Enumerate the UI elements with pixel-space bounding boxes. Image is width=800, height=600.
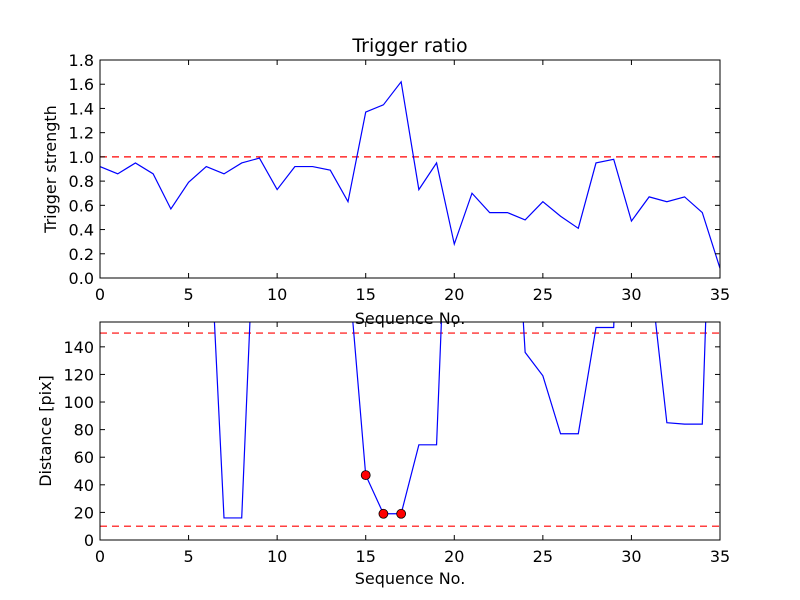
chart-title: Trigger ratio: [351, 35, 467, 57]
y-tick-label: 40: [74, 476, 94, 495]
series-line: [655, 322, 707, 425]
y-tick-label: 0.0: [69, 269, 94, 288]
y-tick-label: 1.8: [69, 51, 94, 70]
x-tick-label: 0: [95, 285, 105, 304]
x-tick-label: 35: [710, 547, 730, 566]
x-tick-label: 30: [621, 547, 641, 566]
y-axis-label: Distance [pix]: [36, 375, 55, 487]
series-line: [213, 322, 251, 519]
x-tick-label: 5: [183, 285, 193, 304]
axes-frame: [99, 321, 721, 541]
y-tick-label: 0.8: [69, 172, 94, 191]
series-line: [522, 322, 615, 435]
y-axis-label: Trigger strength: [41, 105, 60, 234]
y-tick-label: 140: [63, 338, 94, 357]
axis-ticks: 0 5 10 15 20 25 30 35 0 20 40 60 80 100 120 140: [63, 322, 730, 566]
x-axis-label: Sequence No.: [355, 569, 466, 588]
y-tick-label: 80: [74, 421, 94, 440]
y-tick-label: 120: [63, 365, 94, 384]
x-tick-label: 20: [444, 547, 464, 566]
y-tick-label: 1.4: [69, 99, 94, 118]
x-tick-label: 10: [267, 285, 287, 304]
y-tick-label: 1.2: [69, 124, 94, 143]
y-tick-label: 60: [74, 448, 94, 467]
axis-ticks: 0 5 10 15 20 25 30 35 0.0 0.2 0.4 0.6 0.8 1.0 1.2 1.4 1.…: [69, 51, 731, 304]
data-point-marker: [396, 508, 407, 519]
x-tick-label: 35: [710, 285, 730, 304]
y-tick-label: 0.4: [69, 221, 94, 240]
plot-area: [100, 322, 720, 527]
x-tick-label: 30: [621, 285, 641, 304]
x-tick-label: 20: [444, 285, 464, 304]
distance-plot: 0 5 10 15 20 25 30 35 0 20 40 60 80 100 120 140 Sequenc…: [36, 321, 730, 588]
y-tick-label: 0.2: [69, 245, 94, 264]
x-tick-label: 15: [356, 285, 376, 304]
series-line: [100, 80, 720, 269]
x-tick-label: 5: [183, 547, 193, 566]
x-tick-label: 25: [533, 285, 553, 304]
x-tick-label: 15: [356, 547, 376, 566]
y-tick-label: 0: [84, 531, 94, 550]
data-point-marker: [378, 508, 389, 519]
x-tick-label: 0: [95, 547, 105, 566]
x-tick-label: 25: [533, 547, 553, 566]
trigger-ratio-plot: Trigger ratio 0 5 10 15 20 25 30 35 0.0 0.2 0.4 0.6…: [41, 35, 730, 328]
data-point-marker: [360, 470, 371, 481]
y-tick-label: 0.6: [69, 196, 94, 215]
y-tick-label: 100: [63, 393, 94, 412]
y-tick-label: 20: [74, 503, 94, 522]
x-tick-label: 10: [267, 547, 287, 566]
plot-area: [100, 80, 720, 269]
x-axis-label: Sequence No.: [355, 309, 466, 328]
y-tick-label: 1.0: [69, 148, 94, 167]
y-tick-label: 1.6: [69, 75, 94, 94]
axes-frame: [99, 59, 721, 279]
